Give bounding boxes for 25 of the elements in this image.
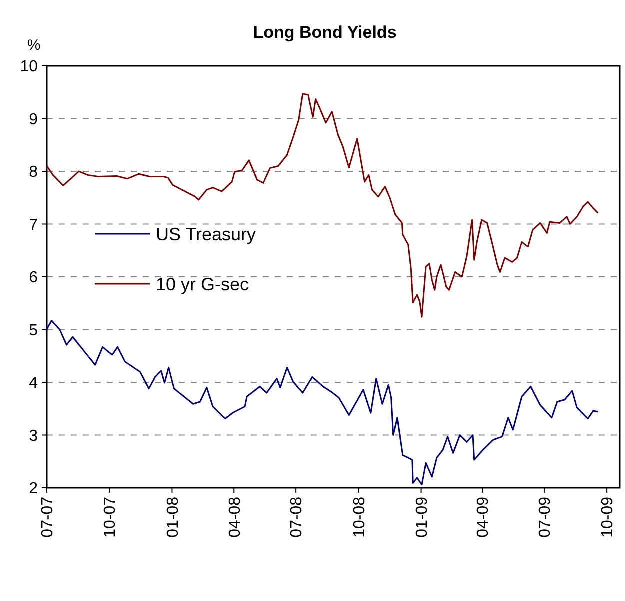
x-tick-label: 10-07: [102, 496, 120, 538]
legend-label: US Treasury: [156, 224, 256, 244]
y-tick-label: 7: [29, 216, 38, 234]
x-tick-label: 07-07: [40, 496, 57, 538]
x-tick-label: 04-08: [226, 496, 244, 538]
chart-title: Long Bond Yields: [253, 23, 397, 42]
y-tick-label: 6: [29, 270, 38, 287]
y-tick-label: 3: [29, 428, 38, 445]
y-tick-label: 9: [29, 111, 38, 128]
x-tick-label: 01-08: [164, 496, 182, 538]
line-series: [46, 93, 599, 318]
x-tick-label: 07-08: [288, 496, 306, 538]
line-series: [46, 320, 599, 486]
y-axis-title: %: [27, 37, 41, 54]
x-tick-label: 04-09: [475, 496, 492, 538]
y-tick-label: 10: [20, 58, 38, 76]
y-tick-label: 8: [29, 164, 38, 182]
y-tick-label: 4: [29, 375, 38, 392]
x-tick-label: 07-09: [537, 496, 554, 538]
legend-label: 10 yr G-sec: [156, 274, 250, 294]
x-tick-label: 10-09: [600, 496, 617, 538]
y-tick-label: 5: [29, 322, 38, 340]
x-tick-label: 10-08: [351, 496, 368, 538]
y-tick-label: 2: [29, 480, 38, 498]
x-tick-label: 01-09: [414, 496, 431, 538]
